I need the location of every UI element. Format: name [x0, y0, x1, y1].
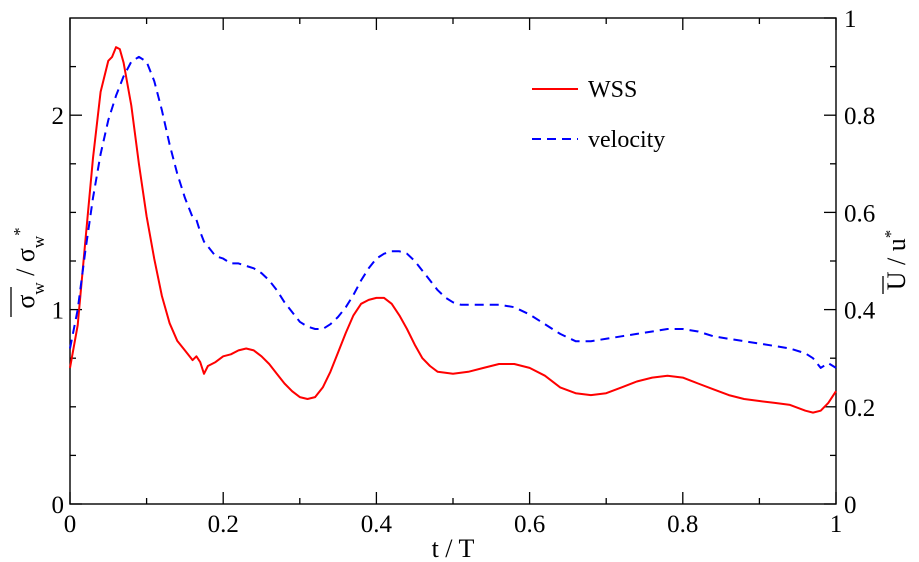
y-axis-left-title: σw / σw*	[10, 227, 48, 317]
y-left-sigma: σ	[11, 295, 40, 309]
y-axis-right-title: U / u*	[881, 230, 912, 294]
y-left-tick-label: 1	[52, 298, 65, 325]
y-right-tick-label: 0.4	[844, 298, 876, 325]
y-right-tick-label: 1	[844, 6, 857, 33]
y-right-tick-label: 0	[844, 492, 857, 519]
series-lines	[69, 46, 837, 414]
x-tick-label: 1	[830, 511, 843, 538]
y-right-tick-label: 0.2	[844, 395, 875, 422]
series-line-wss	[69, 46, 837, 414]
series-line-velocity	[69, 55, 837, 369]
x-axis-title: t / T	[432, 534, 475, 562]
x-tick-label: 0.4	[361, 511, 393, 538]
svg-text:U / u*: U / u*	[881, 230, 912, 291]
x-tick-label: 0.2	[208, 511, 239, 538]
legend-label-velocity: velocity	[588, 127, 665, 153]
axis-ticks	[69, 17, 837, 505]
y-right-tick-label: 0.8	[844, 103, 875, 130]
y-left-tick-label: 2	[52, 103, 65, 130]
y-right-tick-label: 0.6	[844, 200, 875, 227]
legend: WSS velocity	[532, 77, 665, 153]
legend-label-wss: WSS	[588, 77, 637, 103]
plot-frame	[69, 17, 837, 505]
x-tick-label: 0.8	[667, 511, 698, 538]
x-tick-label: 0	[64, 511, 77, 538]
x-tick-label: 0.6	[514, 511, 545, 538]
svg-text:σw / σw*: σw / σw*	[10, 227, 48, 308]
y-left-tick-label: 0	[52, 492, 65, 519]
